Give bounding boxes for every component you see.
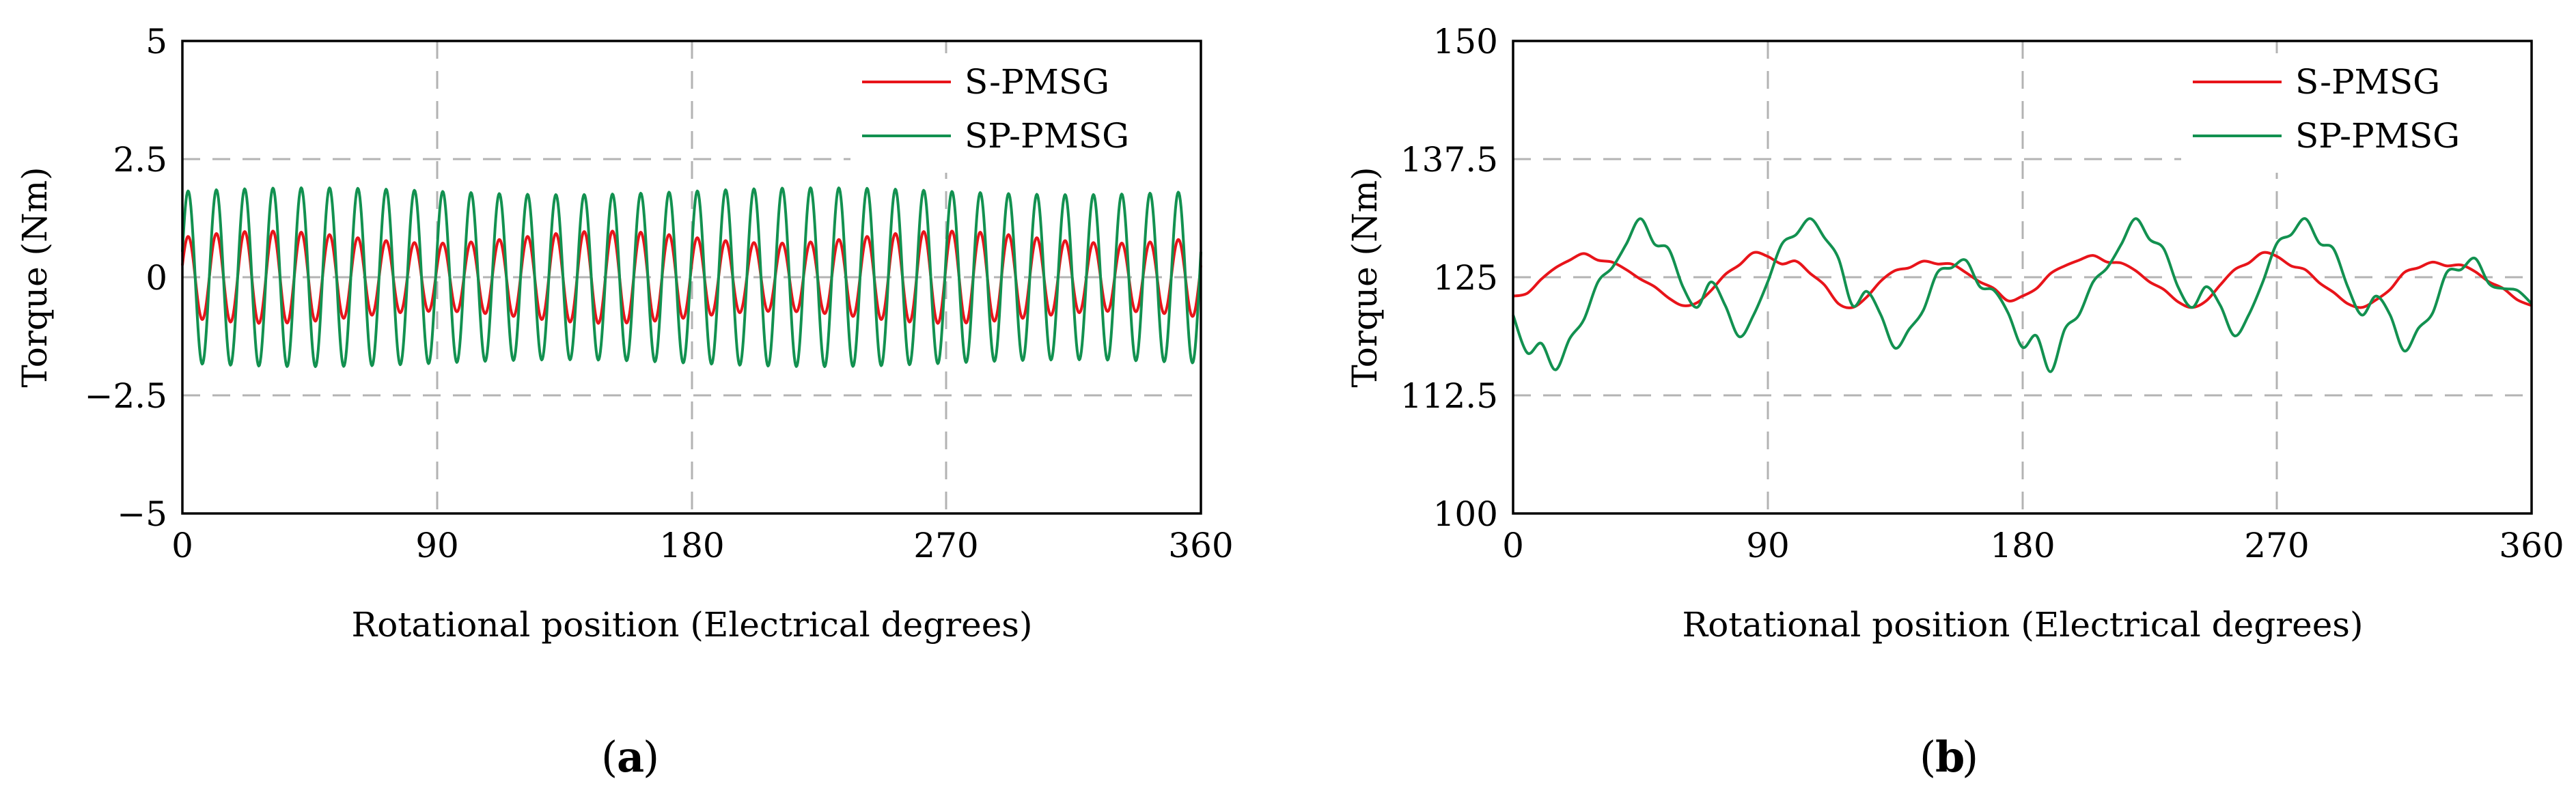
chart-a-ytick-neg2.5: −2.5 <box>85 376 167 416</box>
chart-b-legend-label-s-pmsg: S-PMSG <box>2295 62 2440 102</box>
chart-a-subfigure-caption: ( a ) <box>601 732 659 782</box>
chart-b-series-line-sp-pmsg <box>1512 217 2533 373</box>
chart-b-xtick-360: 360 <box>2499 526 2564 565</box>
chart-b-y-ticks: 150 137.5 125 112.5 100 <box>1400 22 1498 534</box>
chart-a-y-ticks: 5 2.5 0 −2.5 −5 <box>85 22 167 534</box>
chart-b-x-axis-label: Rotational position (Electrical degrees) <box>1682 605 2364 645</box>
chart-a-xtick-270: 270 <box>913 526 978 565</box>
chart-b-ytick-112.5: 112.5 <box>1400 376 1498 416</box>
chart-b-legend: S-PMSG SP-PMSG <box>2181 53 2526 173</box>
chart-b-caption-open-paren: ( <box>1920 732 1936 782</box>
chart-a-xtick-0: 0 <box>171 526 193 565</box>
chart-a-legend-label-s-pmsg: S-PMSG <box>965 62 1109 102</box>
chart-a-ytick-5: 5 <box>146 22 167 61</box>
chart-b-caption-letter: b <box>1935 732 1965 782</box>
chart-a-legend-box <box>850 53 1195 173</box>
chart-b-xtick-180: 180 <box>1990 526 2055 565</box>
chart-a: S-PMSG SP-PMSG 0 90 180 270 360 5 2.5 0 … <box>15 22 1234 782</box>
chart-a-caption-letter: a <box>617 732 644 782</box>
chart-b-legend-box <box>2181 53 2526 173</box>
chart-a-series-group <box>181 186 1202 368</box>
chart-b-subfigure-caption: ( b ) <box>1920 732 1978 782</box>
chart-a-ytick-neg5: −5 <box>117 494 167 534</box>
chart-a-series-line-sp-pmsg <box>181 186 1202 368</box>
chart-b-x-ticks: 0 90 180 270 360 <box>1502 526 2564 565</box>
chart-a-x-axis-label: Rotational position (Electrical degrees) <box>352 605 1033 645</box>
chart-b-ytick-125: 125 <box>1433 258 1498 298</box>
chart-b-plot-frame <box>1512 40 2533 515</box>
chart-a-ytick-2.5: 2.5 <box>113 140 167 180</box>
chart-b-xtick-90: 90 <box>1746 526 1790 565</box>
chart-a-legend-label-sp-pmsg: SP-PMSG <box>965 116 1129 156</box>
chart-a-caption-open-paren: ( <box>601 732 618 782</box>
chart-a-caption-close-paren: ) <box>643 732 659 782</box>
chart-b-caption-close-paren: ) <box>1962 732 1978 782</box>
chart-a-xtick-360: 360 <box>1168 526 1233 565</box>
chart-b: S-PMSG SP-PMSG 0 90 180 270 360 150 137.… <box>1345 22 2564 782</box>
chart-b-xtick-270: 270 <box>2244 526 2309 565</box>
chart-a-y-axis-label: Torque (Nm) <box>15 167 55 387</box>
chart-b-series-group <box>1512 217 2533 373</box>
chart-b-legend-label-sp-pmsg: SP-PMSG <box>2295 116 2460 156</box>
chart-b-y-axis-label: Torque (Nm) <box>1345 167 1385 387</box>
chart-b-series-line-s-pmsg <box>1512 251 2532 309</box>
chart-b-ytick-100: 100 <box>1433 494 1498 534</box>
chart-b-xtick-0: 0 <box>1502 526 1524 565</box>
chart-a-ytick-0: 0 <box>146 258 167 298</box>
chart-a-legend: S-PMSG SP-PMSG <box>850 53 1195 173</box>
chart-b-ytick-137.5: 137.5 <box>1400 140 1498 180</box>
chart-b-ytick-150: 150 <box>1433 22 1498 61</box>
chart-a-xtick-90: 90 <box>415 526 459 565</box>
chart-a-plot-frame <box>181 40 1202 515</box>
chart-a-x-ticks: 0 90 180 270 360 <box>171 526 1234 565</box>
chart-a-xtick-180: 180 <box>659 526 724 565</box>
